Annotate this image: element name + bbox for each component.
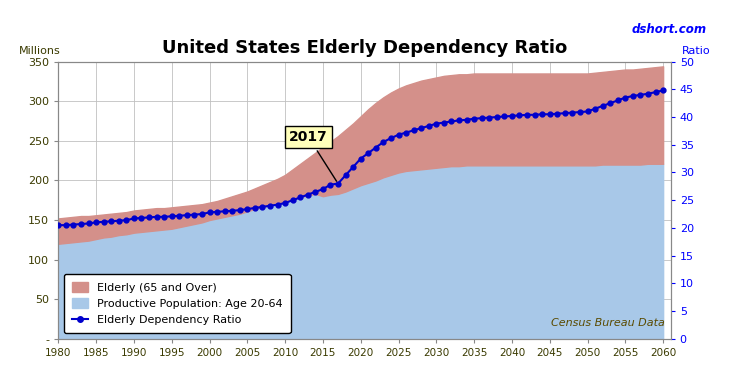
Elderly Dependency Ratio xyxy=(599,104,607,108)
Elderly Dependency Ratio xyxy=(576,110,585,114)
Text: Census Bureau Data: Census Bureau Data xyxy=(550,318,665,328)
Elderly Dependency Ratio xyxy=(54,223,63,228)
Text: Millions: Millions xyxy=(18,46,61,56)
Legend: Elderly (65 and Over), Productive Population: Age 20-64, Elderly Dependency Rati: Elderly (65 and Over), Productive Popula… xyxy=(64,274,291,333)
Text: 2017: 2017 xyxy=(289,130,337,181)
Title: United States Elderly Dependency Ratio: United States Elderly Dependency Ratio xyxy=(162,39,567,57)
Elderly Dependency Ratio xyxy=(386,136,395,141)
Line: Elderly Dependency Ratio: Elderly Dependency Ratio xyxy=(56,88,666,228)
Elderly Dependency Ratio xyxy=(500,114,509,119)
Elderly Dependency Ratio xyxy=(432,121,441,126)
Elderly Dependency Ratio xyxy=(545,112,554,117)
Text: dshort.com: dshort.com xyxy=(632,23,707,36)
Text: Ratio: Ratio xyxy=(682,46,711,56)
Elderly Dependency Ratio xyxy=(659,88,668,93)
